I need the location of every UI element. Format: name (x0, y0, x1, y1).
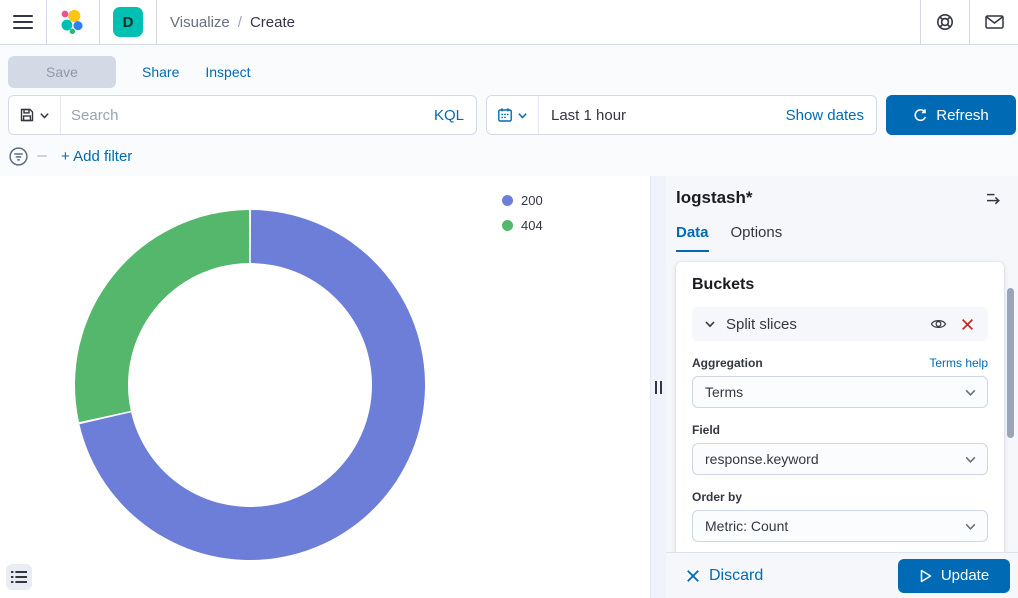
filter-icon[interactable] (8, 146, 29, 167)
cross-icon (962, 318, 973, 330)
chevron-down-icon (518, 112, 527, 119)
split-slices-label: Split slices (726, 315, 797, 333)
remove-bucket-button[interactable] (959, 316, 976, 333)
save-query-icon (20, 108, 34, 122)
toggle-visibility-button[interactable] (928, 315, 949, 333)
donut-chart[interactable] (72, 207, 428, 563)
legend-item-200[interactable]: 200 (502, 193, 543, 208)
field-label: Field (692, 423, 721, 437)
tab-data[interactable]: Data (676, 224, 709, 252)
buckets-heading: Buckets (692, 276, 755, 293)
buckets-panel: Buckets Split slices (676, 262, 1004, 562)
sidebar-tabs: Data Options (676, 224, 782, 252)
tab-options[interactable]: Options (730, 224, 783, 241)
collapse-sidebar-button[interactable] (983, 188, 1004, 208)
play-icon (920, 569, 932, 582)
breadcrumb-separator: / (237, 13, 242, 31)
show-dates-button[interactable]: Show dates (785, 106, 864, 124)
panel-resizer-handle[interactable] (650, 176, 666, 598)
field-select[interactable]: response.keyword (692, 443, 988, 475)
sidebar-scrollbar-thumb[interactable] (1007, 288, 1014, 438)
query-language-button[interactable]: KQL (433, 106, 464, 124)
breadcrumb: Visualize / Create (170, 14, 295, 31)
newsfeed-button[interactable] (970, 0, 1018, 44)
menu-button[interactable] (0, 0, 46, 44)
legend-toggle-button[interactable] (6, 564, 32, 590)
aggregation-select[interactable]: Terms (692, 376, 988, 408)
eye-icon (930, 319, 947, 329)
order-by-select[interactable]: Metric: Count (692, 510, 988, 542)
filter-dash (37, 155, 47, 157)
top-header: D Visualize / Create (0, 0, 1018, 45)
list-icon (11, 571, 27, 583)
elastic-home-button[interactable] (47, 0, 99, 44)
breadcrumb-visualize[interactable]: Visualize (170, 13, 230, 31)
update-button[interactable]: Update (898, 558, 1010, 593)
date-quick-menu-button[interactable] (487, 96, 539, 134)
vis-editor-sidebar: logstash* Data Options Buckets Split sli… (666, 176, 1018, 598)
legend-item-404[interactable]: 404 (502, 218, 543, 233)
discard-button[interactable]: Discard (686, 567, 763, 585)
aggregation-label: Aggregation (692, 356, 763, 370)
elastic-logo-icon (61, 9, 83, 35)
resizer-grip-icon (655, 380, 662, 394)
save-button[interactable]: Save (8, 56, 116, 88)
hamburger-menu-icon (13, 15, 33, 29)
share-button[interactable]: Share (142, 64, 180, 80)
chevron-down-icon (965, 456, 976, 463)
help-button[interactable] (921, 0, 969, 44)
visualization-canvas: 200 404 (0, 176, 650, 598)
chevron-down-icon (40, 112, 49, 119)
refresh-icon (914, 108, 927, 121)
sidebar-footer: Discard Update (666, 552, 1018, 598)
header-divider (156, 0, 157, 44)
time-picker: Last 1 hour Show dates (486, 95, 877, 135)
legend-dot (502, 195, 513, 206)
order-by-label: Order by (692, 490, 743, 504)
add-filter-button[interactable]: + Add filter (61, 147, 133, 165)
calendar-icon (498, 108, 512, 122)
index-pattern-title: logstash* (676, 188, 753, 207)
donut-slice-200[interactable] (79, 210, 425, 560)
inspect-button[interactable]: Inspect (205, 64, 251, 80)
query-bar: KQL (8, 95, 477, 135)
chevron-down-icon (965, 523, 976, 530)
toolbar: Save Share Inspect KQL (0, 45, 1018, 176)
header-divider (969, 0, 970, 44)
chevron-down-icon (965, 389, 976, 396)
space-badge: D (113, 7, 143, 37)
saved-query-menu-button[interactable] (9, 96, 61, 134)
header-divider (920, 0, 921, 44)
header-divider (46, 0, 47, 44)
cross-icon (687, 569, 699, 582)
split-slices-accordion[interactable]: Split slices (692, 307, 988, 341)
chevron-down-icon (705, 321, 715, 328)
mail-icon (984, 15, 1004, 29)
menu-right-icon (987, 193, 1000, 205)
help-icon (937, 14, 953, 30)
search-input[interactable] (61, 96, 422, 134)
chart-legend: 200 404 (502, 193, 543, 233)
breadcrumb-create: Create (249, 13, 295, 31)
space-selector[interactable]: D (100, 0, 156, 44)
refresh-button[interactable]: Refresh (886, 95, 1016, 135)
terms-help-link[interactable]: Terms help (929, 356, 988, 370)
header-divider (99, 0, 100, 44)
time-range-value[interactable]: Last 1 hour (551, 106, 627, 124)
donut-slice-404[interactable] (75, 210, 250, 423)
legend-dot (502, 220, 513, 231)
